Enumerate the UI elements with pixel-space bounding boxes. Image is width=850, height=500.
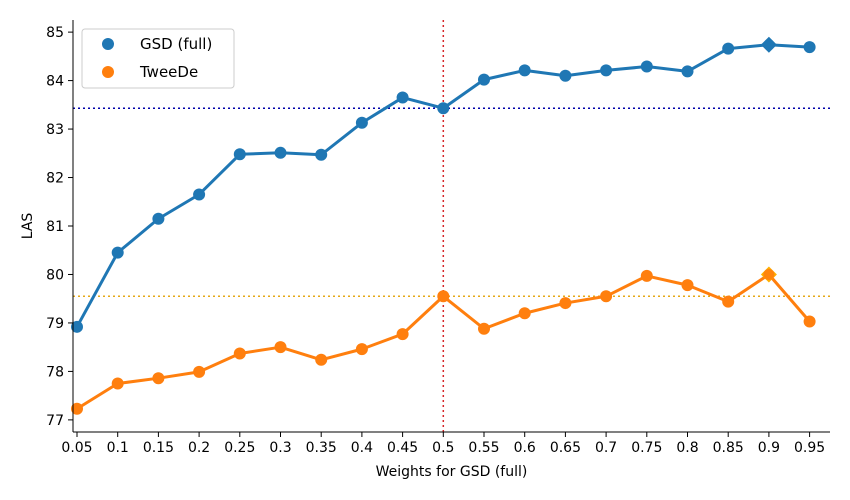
data-point <box>559 297 572 310</box>
x-tick-label: 0.95 <box>794 440 825 456</box>
data-point <box>600 290 613 303</box>
data-point <box>437 290 450 303</box>
y-tick-label: 78 <box>46 364 64 380</box>
data-point <box>437 102 450 115</box>
data-point <box>640 60 653 73</box>
data-point <box>518 64 531 77</box>
data-point <box>274 341 287 354</box>
legend-label-tweede: TweeDe <box>139 63 198 81</box>
x-tick-label: 0.4 <box>351 440 373 456</box>
x-tick-label: 0.2 <box>188 440 210 456</box>
reference-lines <box>73 20 830 432</box>
data-point <box>763 39 775 51</box>
data-point <box>478 73 490 86</box>
x-tick-label: 0.3 <box>269 440 291 456</box>
y-axis-label: LAS <box>20 213 36 240</box>
data-point <box>355 116 368 129</box>
y-tick-label: 79 <box>46 316 64 332</box>
data-point <box>722 295 735 308</box>
y-tick-label: 83 <box>46 122 64 138</box>
data-point <box>600 64 613 77</box>
series-0 <box>71 36 816 333</box>
data-point <box>152 212 165 225</box>
data-point <box>152 372 165 385</box>
data-point <box>71 402 83 415</box>
x-tick-label: 0.05 <box>61 440 92 456</box>
x-tick-label: 0.9 <box>758 440 780 456</box>
data-point <box>803 315 816 328</box>
data-point <box>681 279 694 292</box>
x-tick-label: 0.6 <box>514 440 536 456</box>
x-tick-label: 0.75 <box>631 440 662 456</box>
x-tick-label: 0.8 <box>676 440 698 456</box>
data-point <box>355 343 368 356</box>
x-ticks: 0.05 0.1 0.15 0.2 0.25 0.3 0.35 0.4 0.45 0.5 0.55 0… <box>61 432 825 456</box>
x-tick-label: 0.85 <box>713 440 744 456</box>
y-tick-label: 77 <box>46 413 64 429</box>
data-point <box>396 91 409 104</box>
x-tick-label: 0.5 <box>432 440 454 456</box>
x-axis-label: Weights for GSD (full) <box>376 464 528 480</box>
data-point <box>722 42 735 55</box>
y-tick-label: 82 <box>46 171 64 187</box>
data-point <box>681 65 694 78</box>
legend-box <box>81 28 235 89</box>
data-point <box>518 307 531 320</box>
x-tick-label: 0.45 <box>387 440 418 456</box>
y-tick-label: 84 <box>46 74 64 90</box>
x-tick-label: 0.35 <box>306 440 337 456</box>
data-point <box>111 246 124 259</box>
data-point <box>315 353 328 366</box>
x-tick-label: 0.65 <box>550 440 581 456</box>
y-tick-label: 81 <box>46 219 64 235</box>
data-point <box>640 269 653 282</box>
data-point <box>396 328 409 341</box>
data-point <box>559 69 572 82</box>
x-tick-label: 0.55 <box>468 440 499 456</box>
y-tick-label: 80 <box>46 267 64 283</box>
y-tick-label: 85 <box>46 25 64 41</box>
series-group <box>71 36 816 415</box>
x-tick-label: 0.1 <box>107 440 129 456</box>
x-tick-label: 0.7 <box>595 440 617 456</box>
data-point <box>763 268 775 280</box>
data-point <box>274 146 287 159</box>
data-point <box>233 347 246 360</box>
data-point <box>193 188 206 201</box>
data-point <box>233 148 246 161</box>
legend-marker-tweede <box>102 66 114 78</box>
legend: GSD (full) TweeDe <box>81 28 235 89</box>
x-tick-label: 0.15 <box>143 440 174 456</box>
data-point <box>803 41 816 54</box>
data-point <box>71 320 83 333</box>
series-1 <box>71 266 816 415</box>
legend-label-gsd: GSD (full) <box>140 35 212 53</box>
data-point <box>478 322 490 335</box>
y-ticks: 77 78 79 80 81 82 83 84 85 <box>46 25 73 429</box>
data-point <box>193 365 206 378</box>
x-tick-label: 0.25 <box>224 440 255 456</box>
data-point <box>315 148 328 161</box>
data-point <box>111 377 124 390</box>
legend-marker-gsd <box>102 38 114 50</box>
